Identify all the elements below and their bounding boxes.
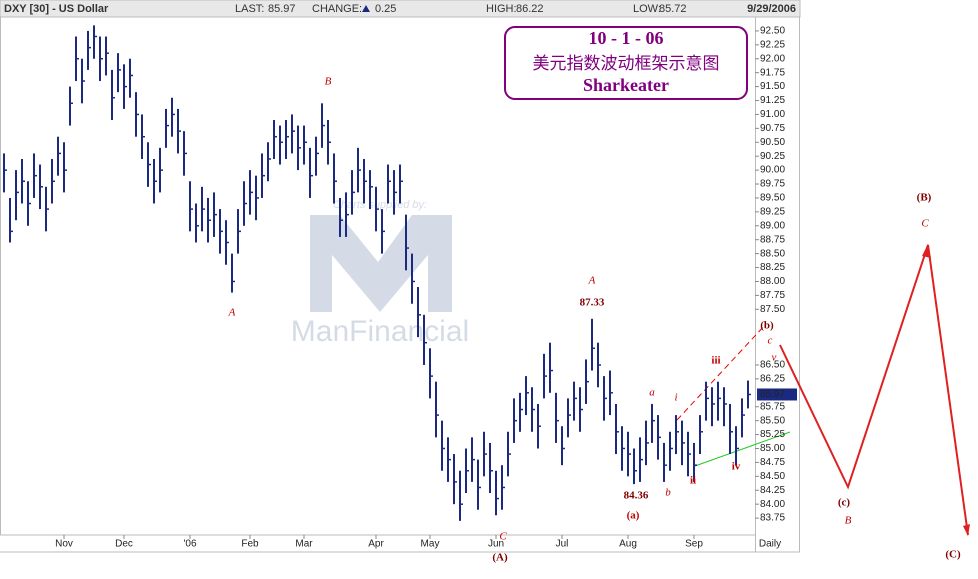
y-tick-label: 91.75 bbox=[760, 67, 785, 78]
title-date: 10 - 1 - 06 bbox=[589, 28, 664, 48]
change-value: 0.25 bbox=[375, 3, 396, 15]
frequency: Daily bbox=[759, 539, 781, 550]
annotation: (A) bbox=[492, 552, 508, 564]
low-label: LOW: bbox=[633, 3, 661, 15]
annotation: B bbox=[325, 76, 332, 88]
watermark: Charts supplied by: ManFinancial bbox=[291, 199, 469, 348]
y-tick-label: 90.75 bbox=[760, 123, 785, 134]
annotation: b bbox=[665, 487, 671, 499]
annotation: 87.33 bbox=[580, 297, 605, 309]
annotation: B bbox=[845, 515, 852, 527]
x-tick-label: Nov bbox=[55, 539, 73, 550]
y-tick-label: 91.50 bbox=[760, 81, 785, 92]
trend-line bbox=[694, 431, 791, 467]
last-price-box bbox=[757, 388, 797, 401]
x-tick-label: Jun bbox=[488, 539, 504, 550]
y-tick-label: 87.50 bbox=[760, 304, 785, 315]
y-tick-label: 84.25 bbox=[760, 485, 785, 496]
annotation: C bbox=[499, 531, 507, 543]
y-tick-label: 86.25 bbox=[760, 374, 785, 385]
y-tick-label: 87.75 bbox=[760, 290, 785, 301]
projection-path bbox=[779, 244, 969, 536]
annotation: v bbox=[772, 352, 777, 364]
y-tick-label: 92.25 bbox=[760, 39, 785, 50]
annotation: ii bbox=[690, 475, 696, 487]
y-tick-label: 89.75 bbox=[760, 179, 785, 190]
last-label: LAST: bbox=[235, 3, 264, 15]
annotation: c bbox=[768, 335, 773, 347]
y-tick-label: 88.25 bbox=[760, 262, 785, 273]
x-tick-label: Mar bbox=[295, 539, 313, 550]
y-tick-label: 90.25 bbox=[760, 151, 785, 162]
annotation: (B) bbox=[917, 192, 932, 204]
high-label: HIGH: bbox=[486, 3, 517, 15]
watermark-logo bbox=[310, 215, 452, 312]
y-tick-label: 91.25 bbox=[760, 95, 785, 106]
watermark-brand: ManFinancial bbox=[291, 315, 469, 348]
y-tick-label: 88.50 bbox=[760, 248, 785, 259]
annotation: iv bbox=[732, 461, 741, 473]
annotation: iii bbox=[711, 355, 720, 367]
annotation: C bbox=[921, 218, 929, 230]
symbol: DXY [30] - US Dollar bbox=[4, 3, 109, 15]
arrow-head bbox=[963, 524, 970, 536]
last-value: 85.97 bbox=[268, 3, 296, 15]
high-value: 86.22 bbox=[516, 3, 544, 15]
arrow-head bbox=[922, 244, 931, 258]
y-tick-label: 92.50 bbox=[760, 26, 785, 37]
y-tick-label: 88.75 bbox=[760, 234, 785, 245]
x-tick-label: Jul bbox=[556, 539, 569, 550]
title: 美元指数波动框架示意图 bbox=[533, 54, 720, 74]
annotation: (a) bbox=[627, 510, 640, 522]
last-price-label: 85.97 bbox=[760, 389, 785, 400]
y-tick-label: 91.00 bbox=[760, 109, 785, 120]
low-value: 85.72 bbox=[659, 3, 687, 15]
x-tick-label: May bbox=[421, 539, 440, 550]
title-box bbox=[504, 26, 748, 100]
y-tick-label: 86.50 bbox=[760, 360, 785, 371]
annotation: a bbox=[649, 387, 655, 399]
channel-line bbox=[676, 323, 767, 421]
x-tick-label: '06 bbox=[183, 539, 196, 550]
annotation: 84.36 bbox=[624, 490, 649, 502]
watermark-caption: Charts supplied by: bbox=[333, 199, 427, 211]
y-tick-label: 84.00 bbox=[760, 499, 785, 510]
annotation: i bbox=[674, 392, 677, 404]
y-tick-label: 85.50 bbox=[760, 415, 785, 426]
x-tick-label: Feb bbox=[241, 539, 259, 550]
change-label: CHANGE: bbox=[312, 3, 362, 15]
y-tick-label: 85.25 bbox=[760, 429, 785, 440]
y-tick-label: 83.75 bbox=[760, 513, 785, 524]
annotation: (b) bbox=[760, 320, 774, 332]
up-arrow bbox=[362, 5, 370, 12]
y-tick-label: 89.25 bbox=[760, 207, 785, 218]
date: 9/29/2006 bbox=[747, 3, 796, 15]
annotation: A bbox=[228, 307, 236, 319]
x-tick-label: Apr bbox=[368, 539, 384, 550]
y-tick-label: 89.00 bbox=[760, 220, 785, 231]
x-tick-label: Dec bbox=[115, 539, 133, 550]
y-tick-label: 84.50 bbox=[760, 471, 785, 482]
annotation: (c) bbox=[838, 497, 851, 509]
annotation: (C) bbox=[945, 549, 961, 561]
y-tick-label: 88.00 bbox=[760, 276, 785, 287]
y-tick-label: 89.50 bbox=[760, 193, 785, 204]
y-tick-label: 85.00 bbox=[760, 443, 785, 454]
x-tick-label: Aug bbox=[619, 539, 637, 550]
y-tick-label: 85.75 bbox=[760, 401, 785, 412]
title-author: Sharkeater bbox=[583, 75, 669, 95]
y-tick-label: 92.00 bbox=[760, 53, 785, 64]
y-tick-label: 90.50 bbox=[760, 137, 785, 148]
y-tick-label: 84.75 bbox=[760, 457, 785, 468]
y-tick-label: 90.00 bbox=[760, 165, 785, 176]
x-tick-label: Sep bbox=[685, 539, 703, 550]
annotation: A bbox=[588, 275, 596, 287]
